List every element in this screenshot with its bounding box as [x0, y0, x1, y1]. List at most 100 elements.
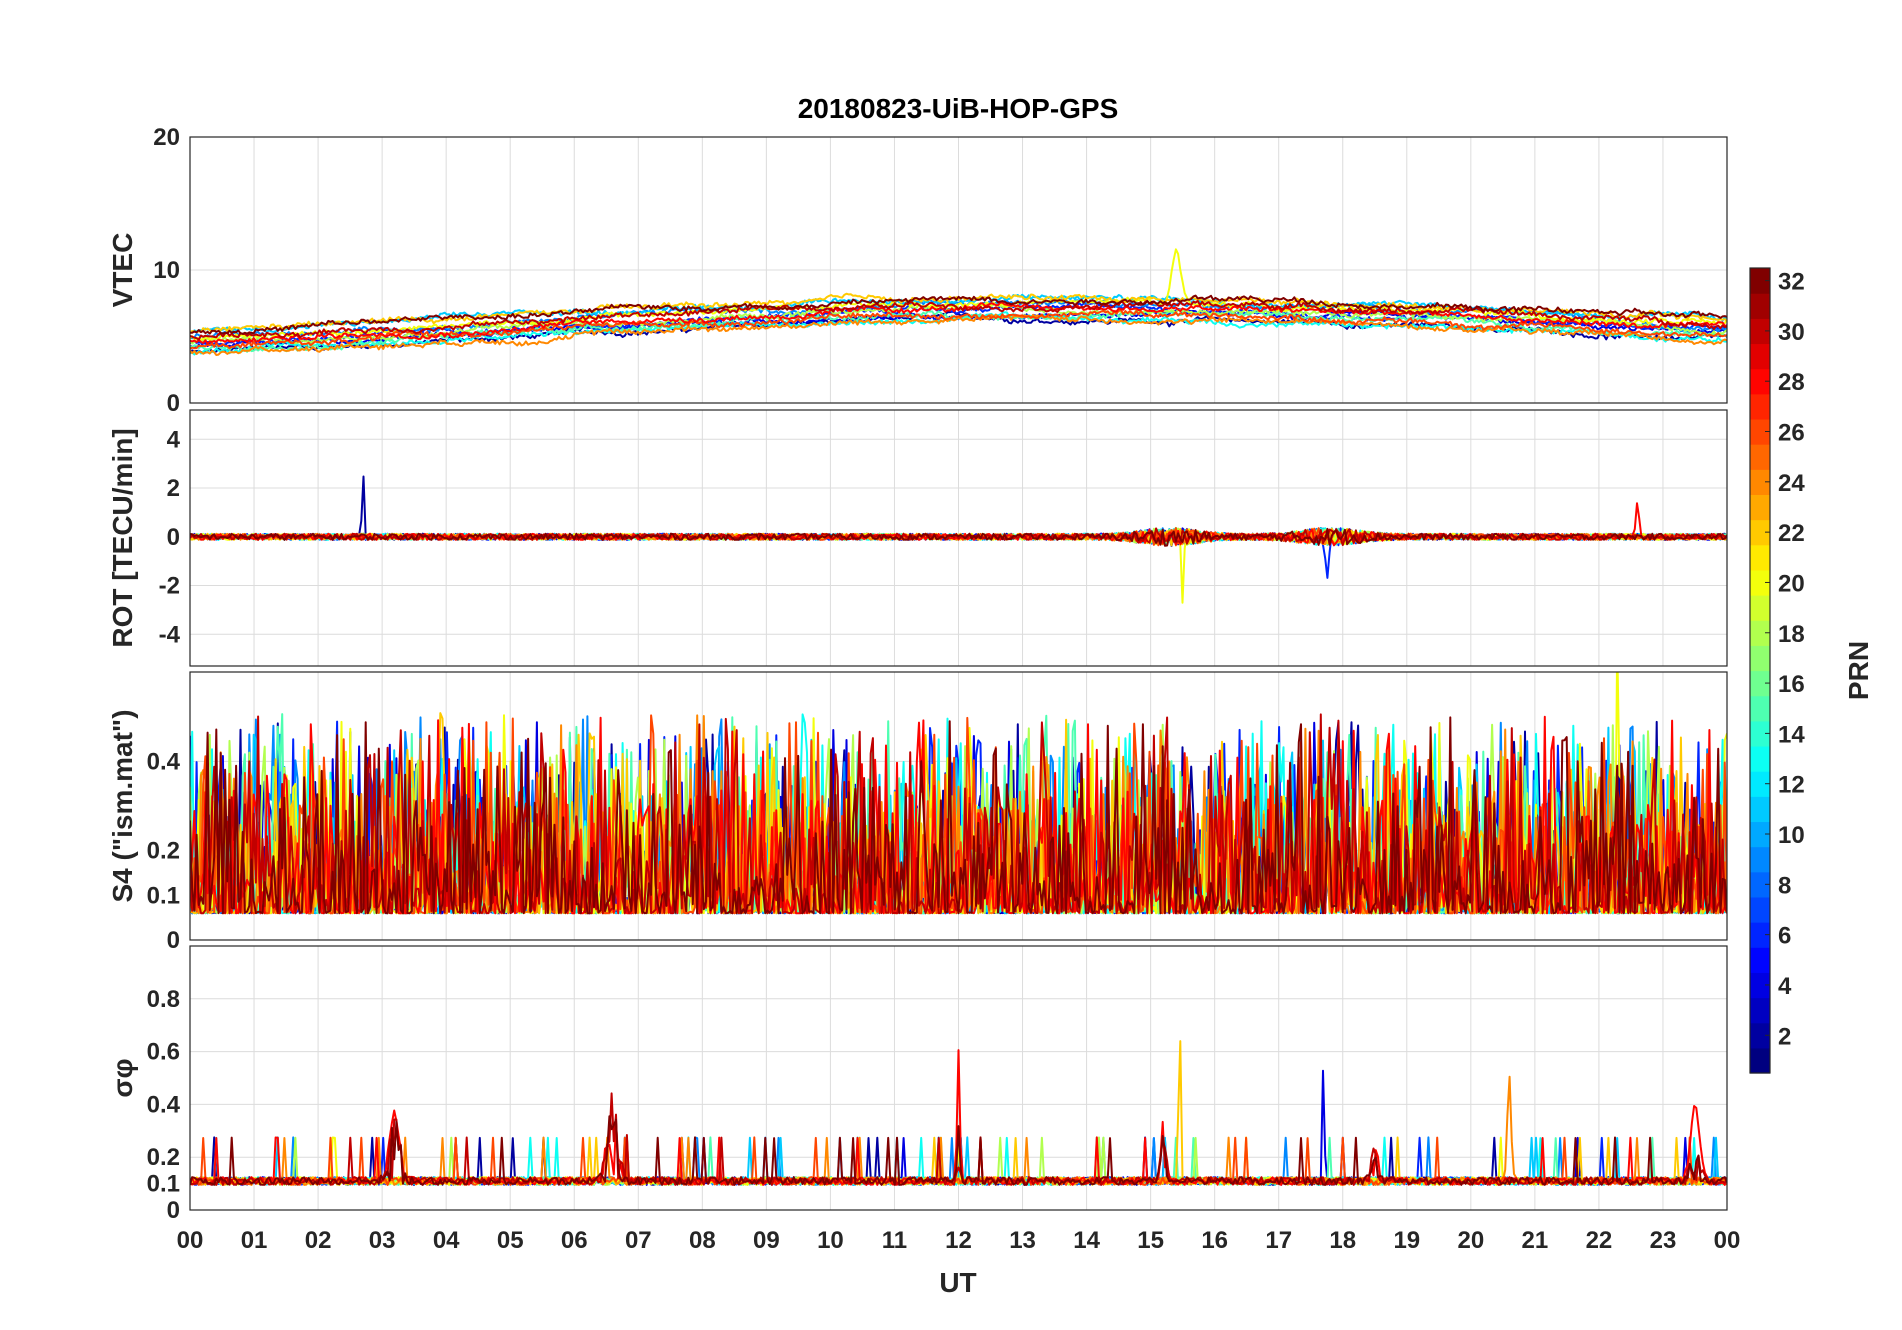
- y-tick-label: 2: [167, 475, 180, 502]
- y-tick-label: 20: [153, 124, 180, 151]
- series-group: [190, 672, 1727, 915]
- colorbar-cell: [1750, 544, 1770, 571]
- x-tick-label: 09: [753, 1227, 780, 1254]
- y-tick-label: 4: [167, 426, 181, 453]
- colorbar-cell: [1750, 871, 1770, 898]
- x-tick-label: 19: [1393, 1227, 1420, 1254]
- colorbar-tick-label: 18: [1778, 621, 1805, 648]
- series-prn-32: [190, 527, 1727, 547]
- y-tick-label: 10: [153, 257, 180, 284]
- series-prn-32: [190, 294, 1727, 335]
- y-tick-label: 0.8: [147, 986, 180, 1013]
- y-tick-label: -2: [159, 573, 180, 600]
- colorbar-cell: [1750, 268, 1770, 294]
- x-tick-label: 12: [945, 1227, 972, 1254]
- x-axis-label: UT: [939, 1267, 976, 1298]
- x-tick-label: 04: [433, 1227, 460, 1254]
- colorbar-cell: [1750, 670, 1770, 697]
- colorbar-cell: [1750, 796, 1770, 823]
- colorbar-tick-label: 16: [1778, 671, 1805, 698]
- y-axis-label-s4: S4 ("ism.mat"): [107, 709, 138, 902]
- colorbar-cell: [1750, 393, 1770, 420]
- series-prn-32: [190, 716, 1727, 915]
- colorbar-cell: [1750, 896, 1770, 923]
- y-tick-label: 0: [167, 927, 180, 954]
- x-tick-label: 03: [369, 1227, 396, 1254]
- colorbar-tick-label: 4: [1778, 973, 1792, 1000]
- colorbar-cell: [1750, 922, 1770, 948]
- panels: 0 10 20 VTEC -4 -2 0 2 4 ROT [TECU/min] 0 0.1 0.2 0.4…: [107, 124, 1728, 1224]
- x-tick-label: 08: [689, 1227, 716, 1254]
- panel-s4: 0 0.1 0.2 0.4 S4 ("ism.mat"): [107, 671, 1728, 954]
- colorbar-cell: [1750, 720, 1770, 747]
- y-tick-label: 0: [167, 1197, 180, 1224]
- series-group: [190, 475, 1727, 604]
- colorbar-tick-label: 24: [1778, 470, 1805, 497]
- colorbar-tick-label: 26: [1778, 420, 1805, 447]
- series-group: [190, 248, 1727, 356]
- panel-frame: [189, 945, 1728, 1211]
- colorbar-cell: [1750, 771, 1770, 797]
- colorbar-cell: [1750, 745, 1770, 772]
- y-tick-label: 0.4: [147, 1091, 181, 1118]
- y-tick-label: 0.2: [147, 1144, 180, 1171]
- colorbar-tick-label: 14: [1778, 721, 1805, 748]
- x-axis: 00 01 02 03 04 05 06 07 08 09 10 11 12 13 14 15 16 17 18 19…: [177, 1227, 1741, 1254]
- x-tick-label: 06: [561, 1227, 588, 1254]
- colorbar-cell: [1750, 620, 1770, 646]
- colorbar-cell: [1750, 846, 1770, 873]
- y-tick-label: 0: [167, 390, 180, 417]
- x-tick-label: 16: [1201, 1227, 1228, 1254]
- y-axis-label-rot: ROT [TECU/min]: [107, 428, 138, 647]
- y-tick-label: 0.2: [147, 838, 180, 865]
- colorbar-cell: [1750, 645, 1770, 672]
- x-tick-label: 21: [1522, 1227, 1549, 1254]
- x-tick-label: 20: [1457, 1227, 1484, 1254]
- colorbar-cell: [1750, 494, 1770, 521]
- panel-sigma: 00.10.2 0.4 0.6 0.8 σφ: [107, 945, 1728, 1224]
- colorbar-cell: [1750, 293, 1770, 319]
- panel-rot: -4 -2 0 2 4 ROT [TECU/min]: [107, 409, 1728, 667]
- panel-vtec: 0 10 20 VTEC: [107, 124, 1728, 417]
- colorbar-cell: [1750, 821, 1770, 848]
- colorbar-cell: [1750, 972, 1770, 999]
- colorbar-cell: [1750, 947, 1770, 973]
- y-axis-label-vtec: VTEC: [107, 233, 138, 308]
- y-tick-label: 0: [167, 524, 180, 551]
- panel-frame: [189, 671, 1728, 941]
- colorbar-frame: [1749, 267, 1771, 1074]
- colorbar-tick-label: 22: [1778, 520, 1805, 547]
- y-axis-label-sigma: σφ: [107, 1058, 138, 1097]
- x-tick-label: 02: [305, 1227, 332, 1254]
- colorbar-tick-label: 12: [1778, 772, 1805, 799]
- series-group: [190, 1040, 1727, 1186]
- x-tick-label: 22: [1586, 1227, 1613, 1254]
- panel-frame: [189, 136, 1728, 404]
- colorbar-tick-label: 32: [1778, 269, 1805, 296]
- colorbar-cell: [1750, 1047, 1770, 1074]
- colorbar-cell: [1750, 444, 1770, 470]
- colorbar-cell: [1750, 469, 1770, 496]
- x-tick-label: 00: [177, 1227, 204, 1254]
- x-tick-label: 15: [1137, 1227, 1164, 1254]
- colorbar-label: PRN: [1843, 641, 1874, 700]
- x-tick-label: 14: [1073, 1227, 1100, 1254]
- y-tick-label: 0.4: [147, 748, 181, 775]
- y-tick-label: 0.6: [147, 1039, 180, 1066]
- x-tick-label: 10: [817, 1227, 844, 1254]
- colorbar-cell: [1750, 997, 1770, 1024]
- colorbar-cell: [1750, 318, 1770, 345]
- y-tick-label: -4: [159, 621, 181, 648]
- y-tick-label: 0.1: [147, 882, 180, 909]
- panel-frame: [189, 409, 1728, 667]
- x-tick-label: 00: [1714, 1227, 1741, 1254]
- colorbar-tick-label: 28: [1778, 369, 1805, 396]
- x-tick-label: 11: [882, 1227, 907, 1254]
- colorbar-tick-label: 20: [1778, 570, 1805, 597]
- chart-title: 20180823-UiB-HOP-GPS: [798, 93, 1119, 124]
- colorbar-cell: [1750, 695, 1770, 722]
- colorbar-tick-label: 10: [1778, 822, 1805, 849]
- series-prn-24: [190, 313, 1727, 356]
